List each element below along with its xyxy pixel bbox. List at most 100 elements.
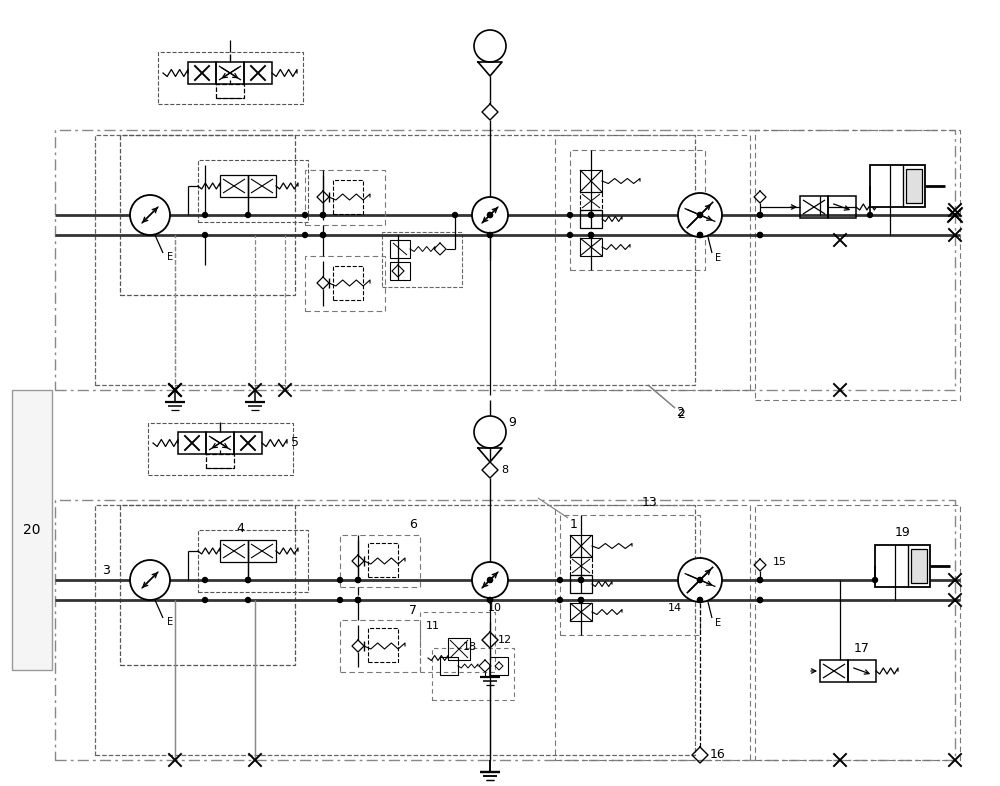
Circle shape: [474, 416, 506, 448]
Text: 8: 8: [501, 465, 509, 475]
Bar: [305, 256, 385, 311]
Circle shape: [578, 578, 584, 582]
Bar: [368, 628, 398, 662]
Circle shape: [356, 578, 360, 582]
Circle shape: [758, 233, 763, 237]
Bar: [875, 545, 930, 587]
Circle shape: [202, 233, 208, 237]
Text: 2: 2: [677, 407, 685, 421]
Circle shape: [246, 578, 250, 582]
Circle shape: [488, 597, 492, 603]
Text: 5: 5: [291, 436, 299, 450]
Text: 12: 12: [498, 635, 512, 645]
Bar: [570, 535, 592, 557]
Circle shape: [578, 578, 584, 582]
Circle shape: [588, 233, 594, 237]
Bar: [95, 505, 695, 755]
Circle shape: [698, 597, 702, 603]
Bar: [55, 500, 955, 760]
Circle shape: [338, 578, 342, 582]
Circle shape: [758, 597, 763, 603]
Circle shape: [472, 197, 508, 233]
Circle shape: [488, 212, 492, 218]
Circle shape: [758, 597, 763, 603]
Circle shape: [488, 578, 492, 582]
Bar: [828, 196, 856, 218]
Circle shape: [320, 212, 326, 218]
Circle shape: [474, 30, 506, 62]
Bar: [440, 657, 458, 675]
Text: E: E: [167, 252, 173, 262]
Bar: [580, 238, 602, 256]
Circle shape: [758, 233, 763, 237]
Circle shape: [558, 597, 562, 603]
Bar: [390, 262, 410, 280]
Circle shape: [202, 597, 208, 603]
Circle shape: [488, 212, 492, 218]
Bar: [120, 505, 295, 665]
Circle shape: [678, 193, 722, 237]
Circle shape: [246, 212, 250, 218]
Bar: [580, 170, 602, 192]
Text: 2: 2: [676, 406, 684, 420]
Circle shape: [488, 597, 492, 603]
Circle shape: [868, 212, 872, 218]
Circle shape: [678, 558, 722, 602]
Bar: [580, 210, 602, 228]
Circle shape: [758, 212, 763, 218]
Text: 17: 17: [854, 641, 870, 655]
Bar: [333, 180, 363, 214]
Bar: [906, 169, 922, 203]
Bar: [148, 423, 293, 475]
Circle shape: [872, 578, 878, 582]
Bar: [95, 135, 695, 385]
Bar: [755, 130, 960, 400]
Bar: [390, 240, 410, 258]
Bar: [55, 130, 955, 390]
Bar: [216, 84, 244, 98]
Text: 9: 9: [508, 416, 516, 428]
Text: E: E: [167, 617, 173, 627]
Text: 14: 14: [668, 603, 682, 613]
Bar: [244, 62, 272, 84]
Bar: [755, 505, 960, 760]
Text: 7: 7: [409, 604, 417, 616]
Bar: [206, 454, 234, 468]
Bar: [870, 165, 925, 207]
Text: 18: 18: [463, 642, 477, 652]
Bar: [555, 135, 750, 390]
Text: 10: 10: [488, 603, 502, 613]
Bar: [234, 432, 262, 454]
Bar: [448, 638, 470, 660]
Circle shape: [758, 212, 763, 218]
Circle shape: [302, 212, 308, 218]
Bar: [560, 515, 700, 635]
Circle shape: [578, 597, 584, 603]
Circle shape: [320, 233, 326, 237]
Circle shape: [130, 195, 170, 235]
Bar: [120, 135, 295, 295]
Bar: [570, 535, 592, 557]
Text: 4: 4: [236, 521, 244, 534]
Bar: [158, 52, 303, 104]
Circle shape: [338, 597, 342, 603]
Bar: [580, 192, 602, 210]
Circle shape: [202, 212, 208, 218]
Text: 16: 16: [710, 748, 726, 762]
Circle shape: [698, 212, 702, 218]
Bar: [432, 648, 514, 700]
Circle shape: [356, 597, 360, 603]
Bar: [448, 638, 470, 660]
Text: 20: 20: [23, 523, 41, 537]
Circle shape: [130, 560, 170, 600]
Bar: [570, 603, 592, 621]
Bar: [382, 232, 462, 287]
Circle shape: [698, 597, 702, 603]
Circle shape: [356, 578, 360, 582]
Bar: [570, 150, 705, 270]
Bar: [800, 196, 828, 218]
Circle shape: [488, 578, 492, 582]
Circle shape: [558, 578, 562, 582]
Text: E: E: [715, 253, 721, 263]
Bar: [12, 390, 52, 670]
